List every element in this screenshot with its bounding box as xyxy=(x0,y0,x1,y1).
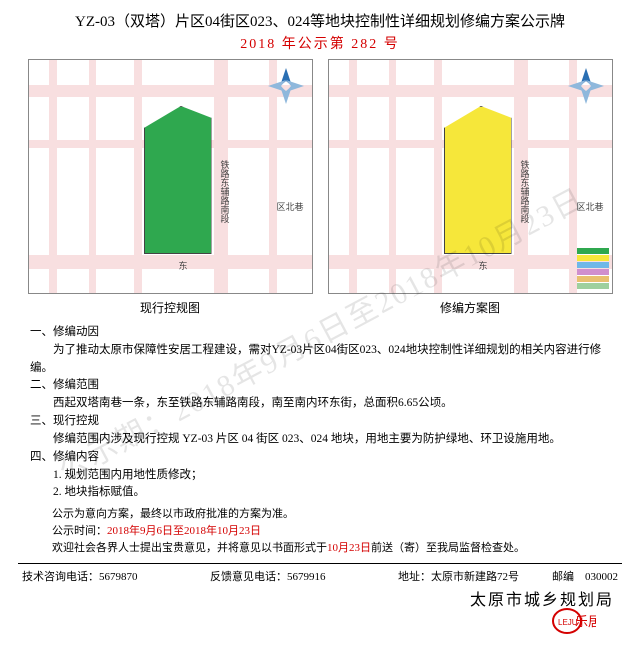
svg-text:乐居: 乐居 xyxy=(575,614,596,629)
north-alley-label: 区北巷 xyxy=(276,200,303,213)
rail-road-label: 铁路东辅路南段 xyxy=(219,160,232,223)
s2-para: 西起双塔南巷一条，东至铁路东辅路南段，南至南内环东街，总面积6.65公顷。 xyxy=(30,395,610,413)
map-left: 铁路东辅路南段 东 区北巷 现行控规图 xyxy=(28,59,313,318)
s3-para: 修编范围内涉及现行控规 YZ-03 片区 04 街区 023、024 地块，用地… xyxy=(30,431,610,449)
note3-date: 10月23日 xyxy=(327,542,371,554)
s4-para2: 2. 地块指标赋值。 xyxy=(30,484,610,502)
tech-phone: 技术咨询电话：5679870 xyxy=(22,568,138,584)
s2-heading: 二、修编范围 xyxy=(30,377,610,395)
notice-number: 2018 年公示第 282 号 xyxy=(0,33,640,59)
brand-logo: LEJU 乐居 xyxy=(552,607,596,635)
note3: 欢迎社会各界人士提出宝贵意见，并将意见以书面形式于10月23日前送（寄）至我局监… xyxy=(30,540,610,557)
legend-strip xyxy=(577,248,609,290)
page-title: YZ-03（双塔）片区04街区023、024等地块控制性详细规划修编方案公示牌 xyxy=(0,0,640,33)
s4-heading: 四、修编内容 xyxy=(30,449,610,467)
map-right-frame: 铁路东辅路南段 东 区北巷 xyxy=(328,59,613,294)
s3-heading: 三、现行控规 xyxy=(30,413,610,431)
map-left-caption: 现行控规图 xyxy=(28,294,313,318)
note1: 公示为意向方案，最终以市政府批准的方案为准。 xyxy=(30,506,610,523)
parcel-left xyxy=(144,106,212,254)
compass-icon-r xyxy=(566,66,606,106)
note2-dates: 2018年9月6日至2018年10月23日 xyxy=(107,525,261,537)
note2-label: 公示时间： xyxy=(52,525,107,537)
s1-para: 为了推动太原市保障性安居工程建设，需对YZ-03片区04街区023、024地块控… xyxy=(30,342,610,378)
map-left-frame: 铁路东辅路南段 东 区北巷 xyxy=(28,59,313,294)
note3-a: 欢迎社会各界人士提出宝贵意见，并将意见以书面形式于 xyxy=(52,542,327,554)
address: 地址：太原市新建路72号 邮编 030002 xyxy=(398,568,618,584)
footer-row: 技术咨询电话：5679870 反馈意见电话：5679916 地址：太原市新建路7… xyxy=(0,564,640,584)
east-label: 东 xyxy=(179,259,188,272)
map-right-caption: 修编方案图 xyxy=(328,294,613,318)
note2: 公示时间：2018年9月6日至2018年10月23日 xyxy=(30,523,610,540)
feedback-phone: 反馈意见电话：5679916 xyxy=(210,568,326,584)
map-row: 铁路东辅路南段 东 区北巷 现行控规图 铁路东辅路南段 东 区北巷 修编方案图 xyxy=(0,59,640,318)
s4-para1: 1. 规划范围内用地性质修改； xyxy=(30,467,610,485)
map-right: 铁路东辅路南段 东 区北巷 修编方案图 xyxy=(328,59,613,318)
north-alley-label-r: 区北巷 xyxy=(576,200,603,213)
note3-c: 前送（寄）至我局监督检查处。 xyxy=(371,542,525,554)
compass-icon xyxy=(266,66,306,106)
parcel-right xyxy=(444,106,512,254)
issuer: 太原市城乡规划局 xyxy=(0,584,640,610)
east-label-r: 东 xyxy=(479,259,488,272)
rail-road-label-r: 铁路东辅路南段 xyxy=(519,160,532,223)
body-text: 一、修编动因 为了推动太原市保障性安居工程建设，需对YZ-03片区04街区023… xyxy=(0,318,640,557)
s1-heading: 一、修编动因 xyxy=(30,324,610,342)
